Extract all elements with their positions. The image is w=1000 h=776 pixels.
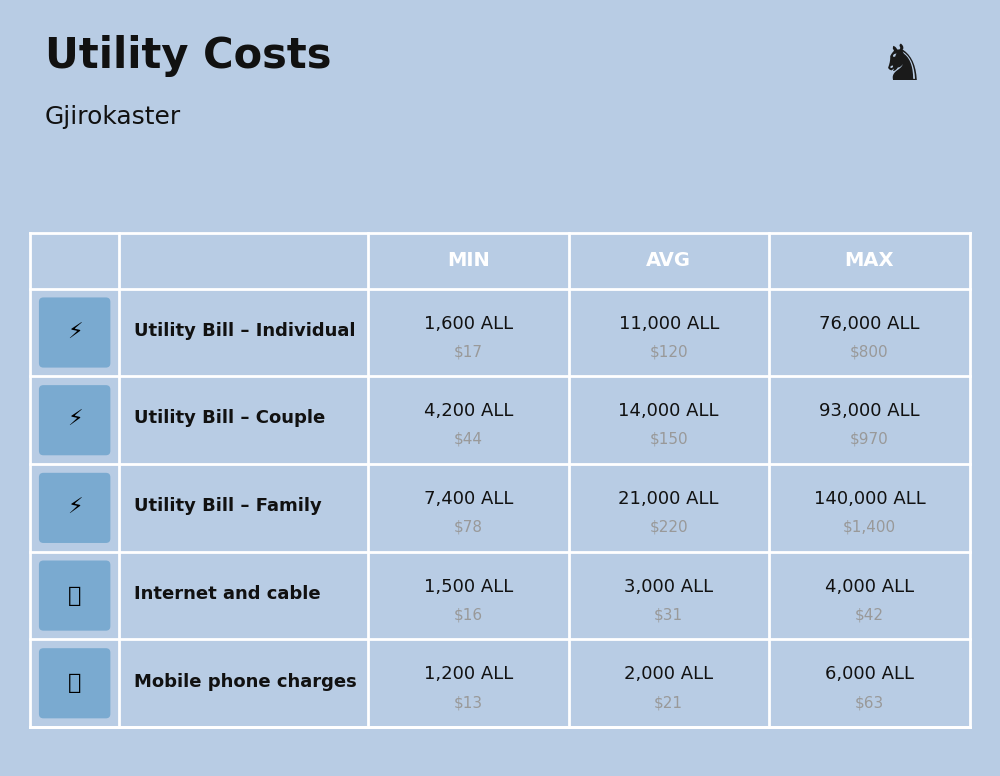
Text: 76,000 ALL: 76,000 ALL: [819, 315, 920, 333]
Text: 1,500 ALL: 1,500 ALL: [424, 578, 513, 596]
Text: 11,000 ALL: 11,000 ALL: [619, 315, 719, 333]
Text: 21,000 ALL: 21,000 ALL: [618, 490, 719, 508]
Text: 📵: 📵: [68, 674, 81, 693]
Text: ⚡: ⚡: [67, 498, 82, 518]
Text: ★: ★: [897, 56, 908, 69]
Text: ⚡: ⚡: [67, 323, 82, 342]
Text: Utility Bill – Individual: Utility Bill – Individual: [134, 322, 356, 340]
Text: $63: $63: [855, 695, 884, 710]
Text: 2,000 ALL: 2,000 ALL: [624, 666, 713, 684]
Text: $150: $150: [649, 432, 688, 447]
Text: $1,400: $1,400: [843, 520, 896, 535]
Text: Utility Bill – Family: Utility Bill – Family: [134, 497, 322, 515]
Text: 3,000 ALL: 3,000 ALL: [624, 578, 713, 596]
Text: 1,600 ALL: 1,600 ALL: [424, 315, 513, 333]
Text: Utility Costs: Utility Costs: [45, 35, 332, 77]
Text: $21: $21: [654, 695, 683, 710]
Text: 140,000 ALL: 140,000 ALL: [814, 490, 925, 508]
Text: $800: $800: [850, 345, 889, 359]
Text: $13: $13: [454, 695, 483, 710]
FancyBboxPatch shape: [39, 648, 110, 719]
Text: 6,000 ALL: 6,000 ALL: [825, 666, 914, 684]
Text: 1,200 ALL: 1,200 ALL: [424, 666, 513, 684]
Text: $16: $16: [454, 608, 483, 622]
Text: $220: $220: [649, 520, 688, 535]
Text: Internet and cable: Internet and cable: [134, 585, 321, 603]
Text: $31: $31: [654, 608, 683, 622]
Text: $44: $44: [454, 432, 483, 447]
Text: 14,000 ALL: 14,000 ALL: [618, 403, 719, 421]
FancyBboxPatch shape: [39, 385, 110, 456]
Text: $120: $120: [649, 345, 688, 359]
Text: ♞: ♞: [880, 42, 925, 90]
Text: Gjirokaster: Gjirokaster: [45, 105, 181, 129]
Text: Utility Bill – Couple: Utility Bill – Couple: [134, 410, 325, 428]
Text: MIN: MIN: [447, 251, 490, 270]
Text: AVG: AVG: [646, 251, 691, 270]
FancyBboxPatch shape: [39, 297, 110, 368]
Text: 4,000 ALL: 4,000 ALL: [825, 578, 914, 596]
Text: $42: $42: [855, 608, 884, 622]
Text: Mobile phone charges: Mobile phone charges: [134, 673, 357, 691]
Text: 📶: 📶: [68, 586, 81, 605]
FancyBboxPatch shape: [39, 473, 110, 543]
Text: $78: $78: [454, 520, 483, 535]
Text: $970: $970: [850, 432, 889, 447]
Text: $17: $17: [454, 345, 483, 359]
Text: 4,200 ALL: 4,200 ALL: [424, 403, 513, 421]
Text: ⚡: ⚡: [67, 411, 82, 430]
Text: 7,400 ALL: 7,400 ALL: [424, 490, 513, 508]
Text: MAX: MAX: [845, 251, 894, 270]
FancyBboxPatch shape: [39, 560, 110, 631]
Text: 93,000 ALL: 93,000 ALL: [819, 403, 920, 421]
